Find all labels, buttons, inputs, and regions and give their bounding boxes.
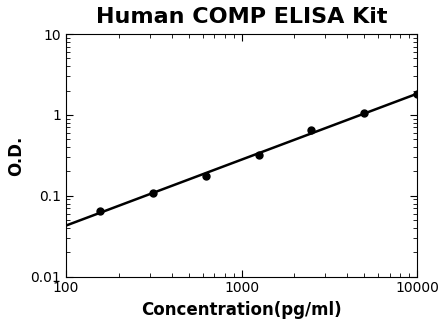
Point — [413, 92, 421, 97]
Point — [96, 208, 103, 214]
Y-axis label: O.D.: O.D. — [7, 135, 25, 175]
Point — [202, 173, 209, 179]
Point — [361, 111, 368, 116]
Point — [308, 127, 315, 133]
X-axis label: Concentration(pg/ml): Concentration(pg/ml) — [141, 301, 342, 319]
Point — [255, 152, 262, 157]
Point — [149, 190, 157, 196]
Title: Human COMP ELISA Kit: Human COMP ELISA Kit — [96, 7, 388, 27]
